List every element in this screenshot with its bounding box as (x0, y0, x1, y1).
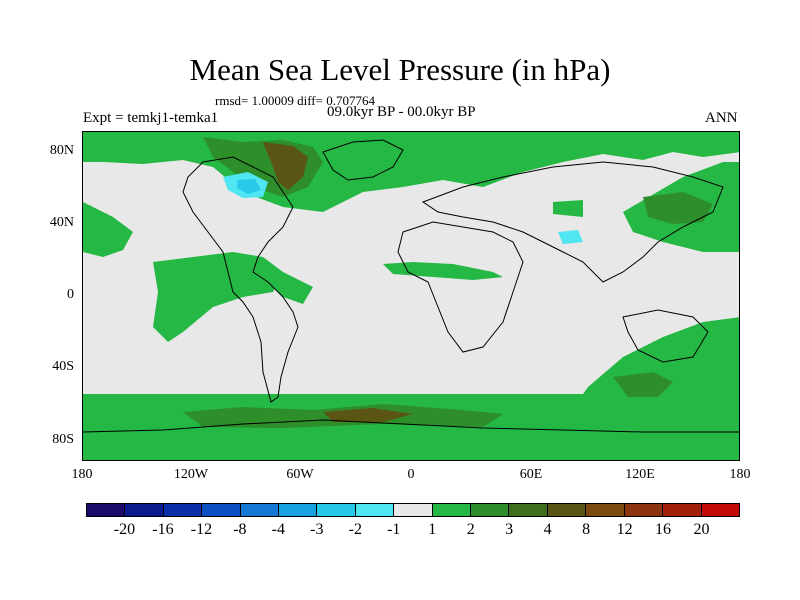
colorbar-label-1: -16 (152, 521, 174, 538)
colorbar-label-2: -12 (190, 521, 213, 538)
antarctica-coastline (83, 419, 739, 433)
colorbar-label-4: -4 (271, 521, 285, 538)
positive-anomaly-3-4 (263, 142, 413, 422)
colorbar-cell-3 (202, 504, 241, 516)
colorbar-cell-7 (355, 504, 395, 516)
colorbar-cell-14 (624, 504, 664, 516)
colorbar-label-12: 8 (582, 521, 591, 538)
colorbar-label-11: 4 (543, 521, 552, 538)
colorbar-cell-10 (471, 504, 510, 516)
colorbar-cell-16 (701, 504, 739, 516)
colorbar-cell-2 (163, 504, 203, 516)
lat-label-80n: 80N (49, 143, 74, 158)
colorbar-label-0: -20 (113, 521, 136, 538)
coastlines (83, 139, 739, 433)
map-panel (82, 131, 740, 461)
lat-label-40s: 40S (52, 359, 74, 374)
colorbar-cell-5 (279, 504, 318, 516)
lat-label-40n: 40N (49, 215, 74, 230)
lon-label-60e: 60E (519, 467, 543, 482)
colorbar-cell-9 (432, 504, 472, 516)
lon-label-180w: 180 (71, 467, 93, 482)
colorbar-cell-1 (125, 504, 164, 516)
australia-coastline (622, 309, 709, 363)
colorbar (86, 503, 740, 517)
colorbar-label-6: -2 (348, 521, 362, 538)
colorbar-label-14: 16 (655, 521, 672, 538)
experiment-label: Expt = temkj1-temka1 (83, 110, 219, 126)
map-title: Mean Sea Level Pressure (in hPa) (189, 52, 611, 87)
colorbar-label-13: 12 (616, 521, 633, 538)
lon-label-60w: 60W (286, 467, 314, 482)
colorbar-cell-0 (87, 504, 126, 516)
colorbar-cell-4 (240, 504, 280, 516)
colorbar-label-3: -8 (233, 521, 247, 538)
season-label: ANN (705, 110, 738, 126)
colorbar-cell-6 (317, 504, 356, 516)
colorbar-label-7: -1 (387, 521, 401, 538)
colorbar-cell-8 (394, 504, 433, 516)
stats-text: rmsd= 1.00009 diff= 0.707764 (215, 93, 375, 108)
colorbar-cell-13 (586, 504, 625, 516)
period-label: 09.0kyr BP - 00.0kyr BP (327, 104, 476, 120)
colorbar-label-5: -3 (310, 521, 324, 538)
colorbar-label-10: 3 (505, 521, 514, 538)
colorbar-label-15: 20 (693, 521, 710, 538)
lon-label-120w: 120W (173, 467, 209, 482)
colorbar-label-9: 2 (466, 521, 475, 538)
negative-anomaly (223, 172, 583, 244)
lon-label-120e: 120E (625, 467, 655, 482)
eurasia-coastline (421, 161, 724, 283)
africa-coastline (397, 221, 524, 353)
lat-label-80s: 80S (52, 432, 74, 447)
americas-coastline (182, 156, 299, 403)
colorbar-cell-12 (547, 504, 587, 516)
greenland-coastline (322, 139, 404, 181)
lon-label-180e: 180 (729, 467, 751, 482)
colorbar-label-8: 1 (428, 521, 437, 538)
lon-label-0: 0 (407, 467, 415, 482)
pressure-field-map (83, 132, 739, 460)
lat-label-0: 0 (67, 287, 74, 302)
colorbar-cell-15 (663, 504, 702, 516)
colorbar-cell-11 (509, 504, 548, 516)
